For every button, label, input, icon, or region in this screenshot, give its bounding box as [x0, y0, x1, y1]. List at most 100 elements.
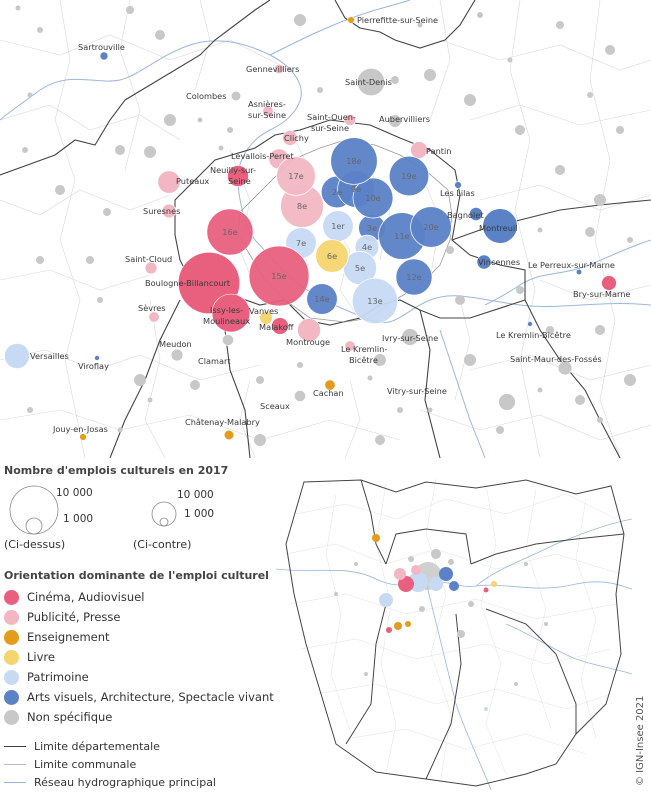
- inset-marker: [394, 568, 406, 580]
- inset-marker: [484, 707, 488, 711]
- inset-marker: [354, 562, 358, 566]
- commune-marker-puteaux: [157, 170, 181, 194]
- arr-label-17: 17e: [288, 171, 303, 181]
- commune-marker-unlabelled: [427, 407, 433, 413]
- commune-marker-unlabelled: [144, 146, 156, 158]
- commune-marker-unlabelled: [147, 397, 153, 403]
- legend-line-sample: [4, 763, 26, 765]
- commune-marker-unlabelled: [317, 87, 323, 93]
- legend-item-arts: Arts visuels, Architecture, Spectacle vi…: [4, 687, 274, 707]
- commune-marker-unlabelled: [597, 417, 603, 423]
- arr-label-12: 12e: [406, 272, 421, 282]
- inset-marker: [379, 593, 393, 607]
- legend-line-departement: Limite départementale: [4, 739, 160, 753]
- arr-marker-17: [276, 156, 316, 196]
- legend-item-non-specifique: Non spécifique: [4, 707, 112, 727]
- label-malakoff: Malakoff: [259, 322, 294, 332]
- arr-label-18: 18e: [346, 156, 361, 166]
- legend-item-label: Publicité, Presse: [27, 610, 121, 624]
- label-asnieres: Asnières-sur-Seine: [248, 99, 286, 120]
- commune-marker-clamart: [222, 334, 234, 346]
- label-vitry: Vitry-sur-Seine: [387, 386, 447, 396]
- legend-line-hydro: Réseau hydrographique principal: [4, 775, 216, 789]
- commune-marker-unlabelled: [115, 145, 125, 155]
- label-sevres: Sèvres: [138, 303, 166, 313]
- commune-marker-clichy: [282, 130, 298, 146]
- commune-marker-unlabelled: [417, 22, 423, 28]
- commune-marker-vitry: [498, 393, 516, 411]
- label-clichy: Clichy: [284, 133, 309, 143]
- label-levallois: Levallois-Perret: [231, 151, 294, 161]
- inset-marker: [491, 581, 497, 587]
- label-clamart: Clamart: [198, 356, 231, 366]
- commune-marker-unlabelled: [424, 69, 436, 81]
- commune-marker-saint-maur: [557, 360, 573, 376]
- label-versailles: Versailles: [30, 351, 69, 361]
- inset-markers: [334, 534, 548, 711]
- commune-marker-sceaux: [294, 390, 306, 402]
- arr-label-15: 15e: [271, 271, 286, 281]
- commune-marker-jouy: [79, 433, 87, 441]
- label-montreuil: Montreuil: [479, 223, 517, 233]
- commune-marker-unlabelled: [297, 362, 303, 368]
- commune-marker-cachan: [324, 379, 336, 391]
- arr-label-19: 19e: [401, 171, 416, 181]
- commune-marker-viroflay: [94, 355, 100, 361]
- commune-marker-unlabelled: [537, 227, 543, 233]
- commune-marker-unlabelled: [256, 376, 264, 384]
- inset-marker: [448, 559, 454, 565]
- commune-marker-unlabelled: [134, 374, 146, 386]
- arr-marker-16: [206, 208, 254, 256]
- inset-department-boundaries: [285, 479, 625, 787]
- arr-marker-18: [330, 137, 378, 185]
- inset-marker: [483, 587, 489, 593]
- legend-line-label: Réseau hydrographique principal: [34, 775, 216, 789]
- size-legend-caption-right: (Ci-contre): [133, 538, 192, 551]
- legend-item-label: Non spécifique: [27, 710, 113, 724]
- commune-marker-unlabelled: [546, 326, 554, 334]
- commune-marker-unlabelled: [37, 27, 43, 33]
- arr-label-3: 3e: [367, 223, 377, 233]
- commune-marker-unlabelled: [585, 227, 595, 237]
- inset-marker: [372, 534, 380, 542]
- label-montrouge: Montrouge: [286, 337, 330, 347]
- inset-marker: [439, 567, 453, 581]
- commune-marker-joinville: [527, 321, 533, 327]
- arr-label-9: 9e: [351, 184, 361, 194]
- commune-marker-unlabelled: [117, 427, 123, 433]
- commune-marker-unlabelled: [496, 426, 504, 434]
- commune-marker-unlabelled: [516, 286, 524, 294]
- main-map: Pierrefitte-sur-Seine Sartrouville Genne…: [0, 0, 651, 458]
- legend-line-sample: [4, 745, 26, 747]
- label-sartrouville: Sartrouville: [78, 42, 125, 52]
- commune-marker-bagnolet: [469, 207, 483, 221]
- commune-marker-colombes: [230, 90, 242, 102]
- arr-label-5: 5e: [355, 263, 365, 273]
- arr-marker-20: [410, 206, 452, 248]
- inset-marker: [405, 621, 411, 627]
- commune-marker-unlabelled: [374, 354, 386, 366]
- commune-marker-unlabelled: [397, 407, 403, 413]
- arrondissement-labels: 1er 2e 3e 4e 5e 6e 7e 8e 9e 10e 11e 12e …: [222, 156, 438, 306]
- arr-label-11: 11e: [394, 231, 409, 241]
- size-legend-small-value: 1 000: [63, 513, 94, 525]
- inset-marker: [364, 672, 368, 676]
- legend-item-patrimoine: Patrimoine: [4, 667, 89, 687]
- legend-item-label: Cinéma, Audiovisuel: [27, 590, 145, 604]
- commune-marker-unlabelled: [227, 127, 233, 133]
- label-bagnolet: Bagnolet: [447, 210, 484, 220]
- commune-marker-unlabelled: [515, 125, 525, 135]
- size-legend-title: Nombre d'emplois culturels en 2017: [4, 464, 229, 477]
- commune-marker-unlabelled: [218, 145, 224, 151]
- label-vincennes: Vincennes: [478, 257, 520, 267]
- label-saint-ouen: Saint-Ouen-sur-Seine: [307, 112, 356, 133]
- arr-label-2: 2e: [332, 187, 342, 197]
- commune-marker-unlabelled: [446, 246, 454, 254]
- commune-marker-unlabelled: [555, 165, 565, 175]
- legend-swatch: [4, 669, 19, 685]
- inset-river-network: [275, 518, 633, 791]
- commune-marker-unlabelled: [537, 387, 543, 393]
- commune-marker-vanves: [259, 311, 273, 325]
- commune-marker-unlabelled: [155, 30, 165, 40]
- legend-line-label: Limite départementale: [34, 739, 160, 753]
